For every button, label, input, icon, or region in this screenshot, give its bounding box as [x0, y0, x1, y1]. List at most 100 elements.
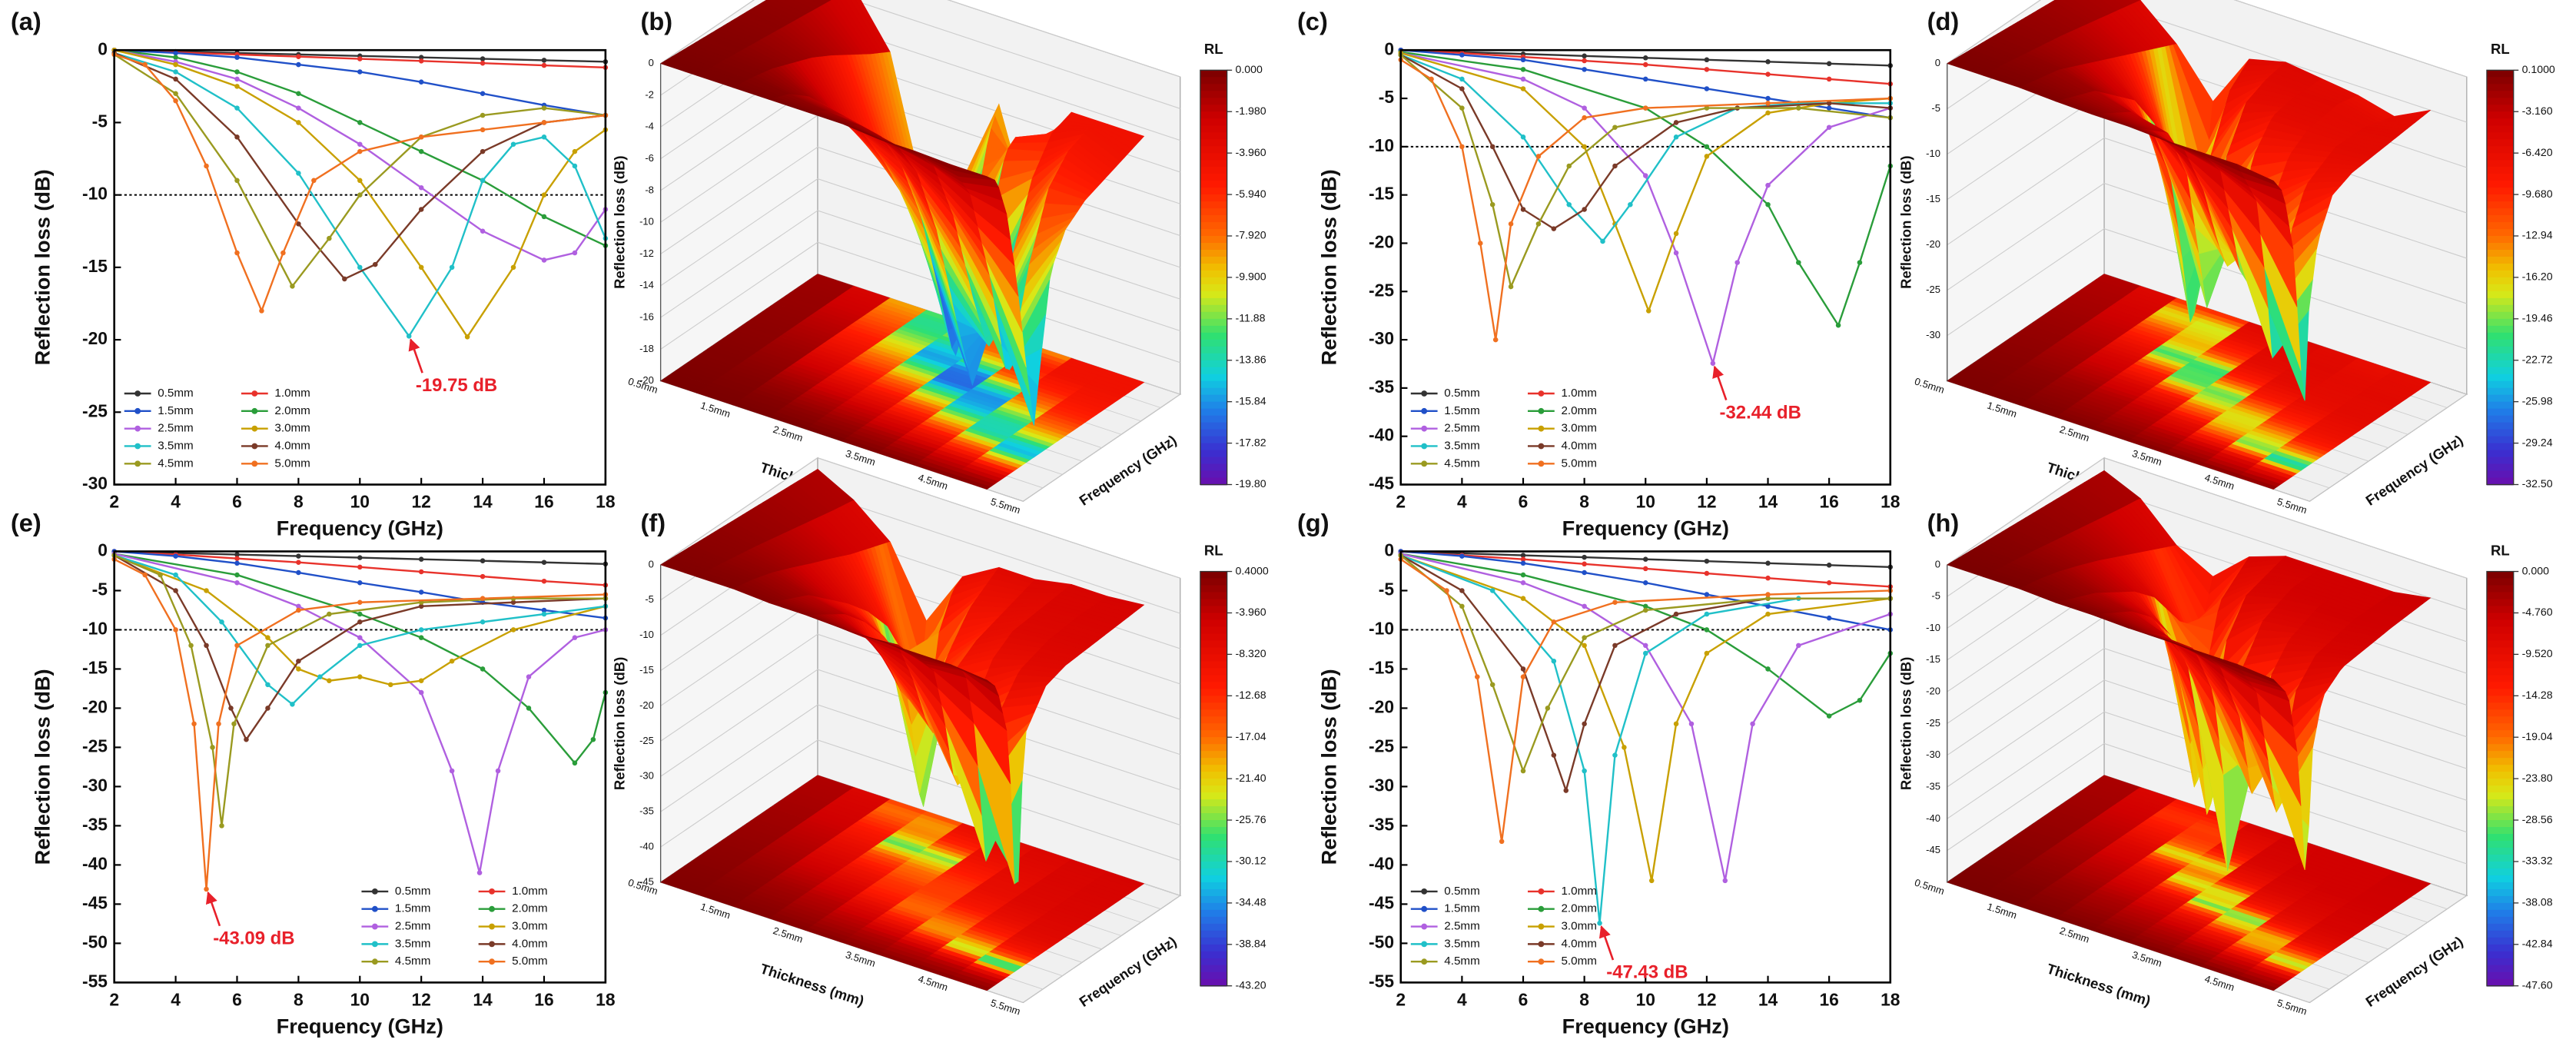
- data-point: [281, 250, 286, 256]
- colorbar-cell: [2486, 153, 2514, 161]
- legend-marker: [1421, 460, 1428, 467]
- data-point: [1796, 105, 1801, 111]
- colorbar-cell: [2486, 201, 2514, 209]
- data-point: [418, 603, 424, 609]
- data-point: [541, 58, 547, 63]
- colorbar-cell: [1200, 284, 1227, 292]
- colorbar-cell: [1200, 744, 1227, 752]
- colorbar-tick-label: -15.84: [1236, 394, 1266, 407]
- data-point: [1582, 67, 1587, 72]
- z-tick-label: -18: [639, 343, 654, 354]
- data-point: [219, 619, 224, 625]
- legend-marker: [1538, 425, 1545, 432]
- z-tick-label: -15: [1926, 653, 1940, 665]
- data-point: [1826, 579, 1832, 586]
- x-axis-title: Frequency (GHz): [277, 1014, 443, 1038]
- data-point: [510, 599, 516, 606]
- data-point: [1551, 752, 1557, 758]
- colorbar-tick-label: -32.50: [2522, 477, 2553, 490]
- colorbar-cell: [2486, 429, 2514, 437]
- colorbar-cell: [2486, 380, 2514, 389]
- colorbar-cell: [2486, 606, 2514, 614]
- colorbar-cell: [1200, 930, 1227, 938]
- data-point: [1734, 260, 1740, 265]
- colorbar-cell: [1200, 689, 1227, 697]
- colorbar-cell: [2486, 571, 2514, 579]
- legend-label: 0.5mm: [1444, 387, 1479, 400]
- z-tick-label: -15: [1926, 193, 1940, 204]
- colorbar-cell: [1200, 723, 1227, 732]
- legend-label: 2.5mm: [158, 422, 193, 435]
- x-tick-label: 2: [109, 989, 119, 1009]
- legend-label: 0.5mm: [1444, 885, 1479, 898]
- y-tick-label: -45: [1369, 892, 1394, 912]
- data-point: [1582, 643, 1587, 649]
- y-tick-label: -35: [1369, 814, 1394, 834]
- data-point: [1520, 572, 1526, 578]
- data-point: [234, 84, 240, 89]
- x-tick-label: 2: [1396, 491, 1406, 511]
- data-point: [1489, 588, 1495, 593]
- data-point: [1826, 125, 1832, 130]
- data-point: [357, 674, 363, 679]
- series-line: [1399, 54, 1891, 290]
- x-tick-label: 4: [1457, 989, 1467, 1009]
- data-point: [1826, 101, 1832, 106]
- colorbar-cell: [2486, 626, 2514, 635]
- colorbar-cell: [1200, 394, 1227, 403]
- legend-label: 3.5mm: [1444, 937, 1479, 950]
- data-point: [1444, 588, 1449, 593]
- data-point: [1492, 337, 1499, 343]
- data-point: [1765, 592, 1771, 597]
- colorbar-tick-label: -4.760: [2522, 606, 2553, 618]
- colorbar-cell: [2486, 194, 2514, 202]
- legend-label: 2.5mm: [1444, 920, 1479, 933]
- data-point: [1722, 878, 1728, 884]
- data-point: [1520, 560, 1526, 566]
- data-point: [259, 308, 264, 314]
- x-tick-label: 16: [534, 989, 553, 1009]
- colorbar-cell: [2486, 374, 2514, 382]
- colorbar-cell: [1200, 84, 1227, 92]
- colorbar-tick-label: -9.680: [2522, 188, 2553, 200]
- y-tick-label: -20: [82, 696, 108, 716]
- legend-marker: [251, 425, 258, 432]
- data-point: [480, 596, 486, 601]
- colorbar-cell: [1200, 820, 1227, 828]
- colorbar-cell: [2486, 848, 2514, 855]
- z-tick-label: -40: [1926, 812, 1940, 824]
- z-tick-label: -45: [1926, 844, 1940, 855]
- colorbar-cell: [2486, 111, 2514, 120]
- data-point: [1826, 615, 1832, 621]
- data-point: [1566, 163, 1572, 169]
- z-axis-title: Reflection loss (dB): [1897, 155, 1914, 288]
- legend-label: 1.0mm: [1561, 885, 1596, 898]
- data-point: [173, 76, 178, 82]
- colorbar-cell: [1200, 772, 1227, 780]
- colorbar-cell: [2486, 923, 2514, 931]
- series-line: [1400, 51, 1891, 367]
- colorbar-cell: [1200, 619, 1227, 628]
- colorbar-cell: [1200, 181, 1227, 188]
- colorbar-cell: [2486, 188, 2514, 195]
- colorbar-cell: [2486, 820, 2514, 828]
- data-point: [1704, 57, 1710, 63]
- colorbar-cell: [2486, 841, 2514, 848]
- colorbar-cell: [2486, 325, 2514, 334]
- x-tick-label: 6: [1519, 989, 1529, 1009]
- colorbar-cell: [1200, 682, 1227, 690]
- y-tick-label: -5: [92, 579, 108, 599]
- data-point: [1520, 57, 1526, 63]
- colorbar-cell: [2486, 944, 2514, 952]
- colorbar-cell: [2486, 696, 2514, 704]
- data-point: [296, 120, 301, 125]
- data-point: [1835, 322, 1841, 328]
- colorbar-cell: [2486, 585, 2514, 593]
- data-point: [1459, 588, 1465, 593]
- colorbar-cell: [1200, 194, 1227, 202]
- z-axis-title: Reflection loss (dB): [611, 657, 627, 790]
- colorbar-cell: [1200, 332, 1227, 340]
- data-point: [1612, 163, 1618, 169]
- data-point: [1499, 838, 1505, 845]
- data-point: [1704, 86, 1710, 91]
